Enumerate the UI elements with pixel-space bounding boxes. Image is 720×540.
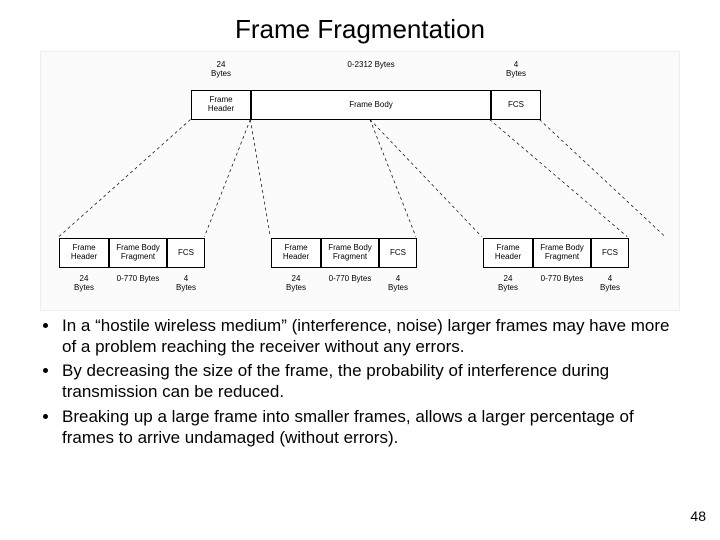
diagram-size-label: 4 Bytes (176, 274, 196, 292)
bullet-item: By decreasing the size of the frame, the… (60, 361, 678, 402)
diagram-size-label: 24 Bytes (498, 274, 518, 292)
diagram-box: Frame Body Fragment (109, 238, 167, 268)
diagram-size-label: 24 Bytes (286, 274, 306, 292)
bullet-item: In a “hostile wireless medium” (interfer… (60, 316, 678, 357)
diagram-size-label: 4 Bytes (388, 274, 408, 292)
diagram-size-label: 4 Bytes (506, 60, 526, 78)
diagram-size-label: 0-770 Bytes (329, 274, 372, 283)
bullet-list: In a “hostile wireless medium” (interfer… (38, 316, 678, 452)
diagram-size-label: 4 Bytes (600, 274, 620, 292)
diagram-size-label: 0-770 Bytes (541, 274, 584, 283)
page-number: 48 (690, 508, 706, 524)
diagram-size-label: 0-2312 Bytes (347, 60, 394, 69)
fragmentation-diagram: Frame Header 24 Bytes Frame Body 0-2312 Byt… (40, 51, 680, 311)
diagram-box: FCS (167, 238, 205, 268)
diagram-size-label: 0-770 Bytes (117, 274, 160, 283)
diagram-size-label: 24 Bytes (74, 274, 94, 292)
diagram-box: FCS (591, 238, 629, 268)
diagram-box: FCS (491, 90, 541, 120)
diagram-box: Frame Body Fragment (321, 238, 379, 268)
diagram-size-label: 24 Bytes (211, 60, 231, 78)
bullet-item: Breaking up a large frame into smaller f… (60, 407, 678, 448)
diagram-box: FCS (379, 238, 417, 268)
diagram-box: Frame Header (191, 90, 251, 120)
diagram-box: Frame Body Fragment (533, 238, 591, 268)
diagram-box: Frame Body (251, 90, 491, 120)
diagram-box: Frame Header (59, 238, 109, 268)
diagram-box: Frame Header (271, 238, 321, 268)
diagram-box: Frame Header (483, 238, 533, 268)
page-title: Frame Fragmentation (0, 0, 720, 51)
